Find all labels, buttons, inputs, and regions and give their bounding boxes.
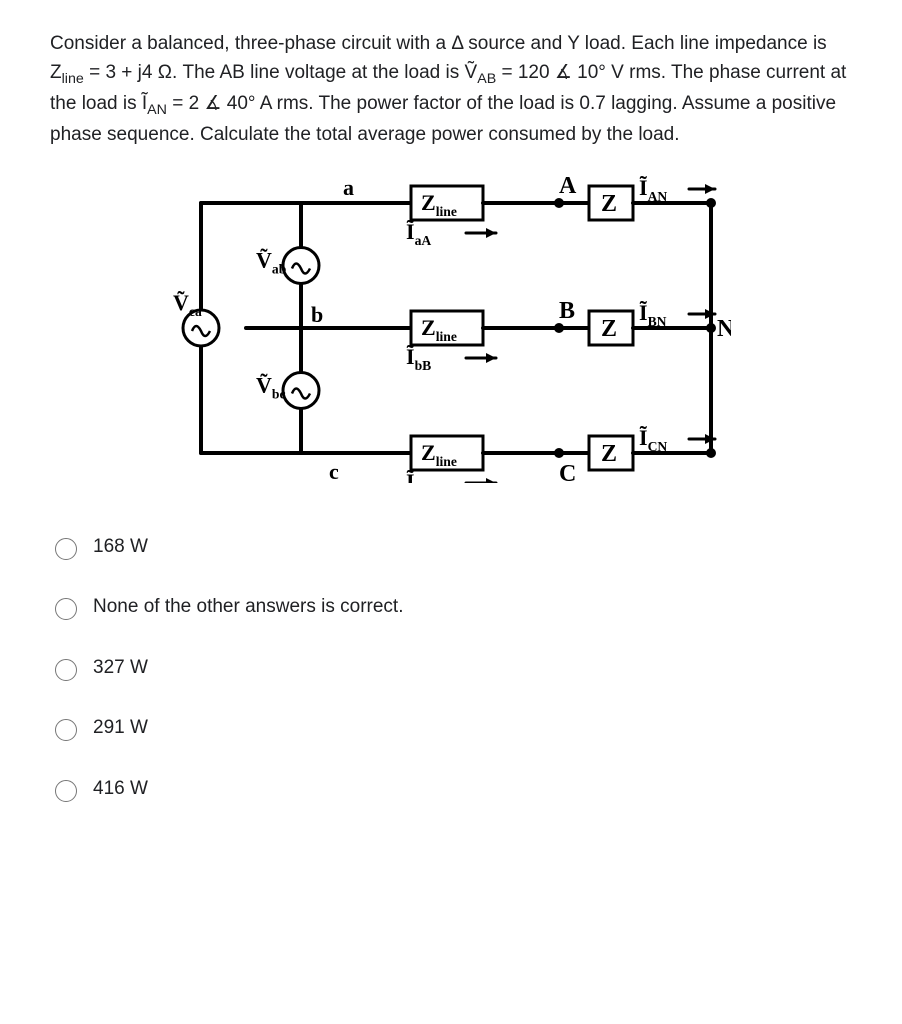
svg-text:ĨbB: ĨbB <box>406 344 431 373</box>
option-2-label: 327 W <box>93 654 148 683</box>
answer-options: 168 W None of the other answers is corre… <box>50 533 852 804</box>
option-4-label: 416 W <box>93 775 148 804</box>
option-2[interactable]: 327 W <box>50 654 852 683</box>
option-1[interactable]: None of the other answers is correct. <box>50 593 852 622</box>
option-1-radio[interactable] <box>55 598 77 620</box>
svg-text:Ṽbc: Ṽbc <box>256 373 286 402</box>
option-0-label: 168 W <box>93 533 148 562</box>
svg-text:N: N <box>717 316 731 342</box>
svg-text:B: B <box>559 298 575 324</box>
svg-text:Z: Z <box>601 441 617 467</box>
svg-text:c: c <box>329 459 339 483</box>
option-3-radio[interactable] <box>55 719 77 741</box>
svg-text:ĨCN: ĨCN <box>639 425 667 454</box>
option-4[interactable]: 416 W <box>50 775 852 804</box>
option-3[interactable]: 291 W <box>50 714 852 743</box>
option-3-label: 291 W <box>93 714 148 743</box>
svg-text:Z: Z <box>601 316 617 342</box>
svg-text:ĨAN: ĨAN <box>639 175 667 204</box>
svg-text:a: a <box>343 175 354 200</box>
svg-text:Ṽab: Ṽab <box>256 248 287 277</box>
svg-text:C: C <box>559 461 576 483</box>
svg-text:ĨaA: ĨaA <box>406 219 431 248</box>
question-body: Consider a balanced, three-phase circuit… <box>50 33 846 145</box>
svg-text:Ṽca: Ṽca <box>173 290 202 319</box>
option-4-radio[interactable] <box>55 780 77 802</box>
option-2-radio[interactable] <box>55 659 77 681</box>
svg-text:Z: Z <box>601 191 617 217</box>
svg-text:ĨBN: ĨBN <box>639 300 667 329</box>
option-0[interactable]: 168 W <box>50 533 852 562</box>
svg-text:A: A <box>559 173 577 199</box>
svg-text:b: b <box>311 302 323 327</box>
option-0-radio[interactable] <box>55 538 77 560</box>
circuit-figure: ṼcaṼabṼbcabcZlineĨaAZlineĨbBZlineĨ… <box>50 163 852 493</box>
question-text: Consider a balanced, three-phase circuit… <box>50 30 852 149</box>
option-1-label: None of the other answers is correct. <box>93 593 403 622</box>
